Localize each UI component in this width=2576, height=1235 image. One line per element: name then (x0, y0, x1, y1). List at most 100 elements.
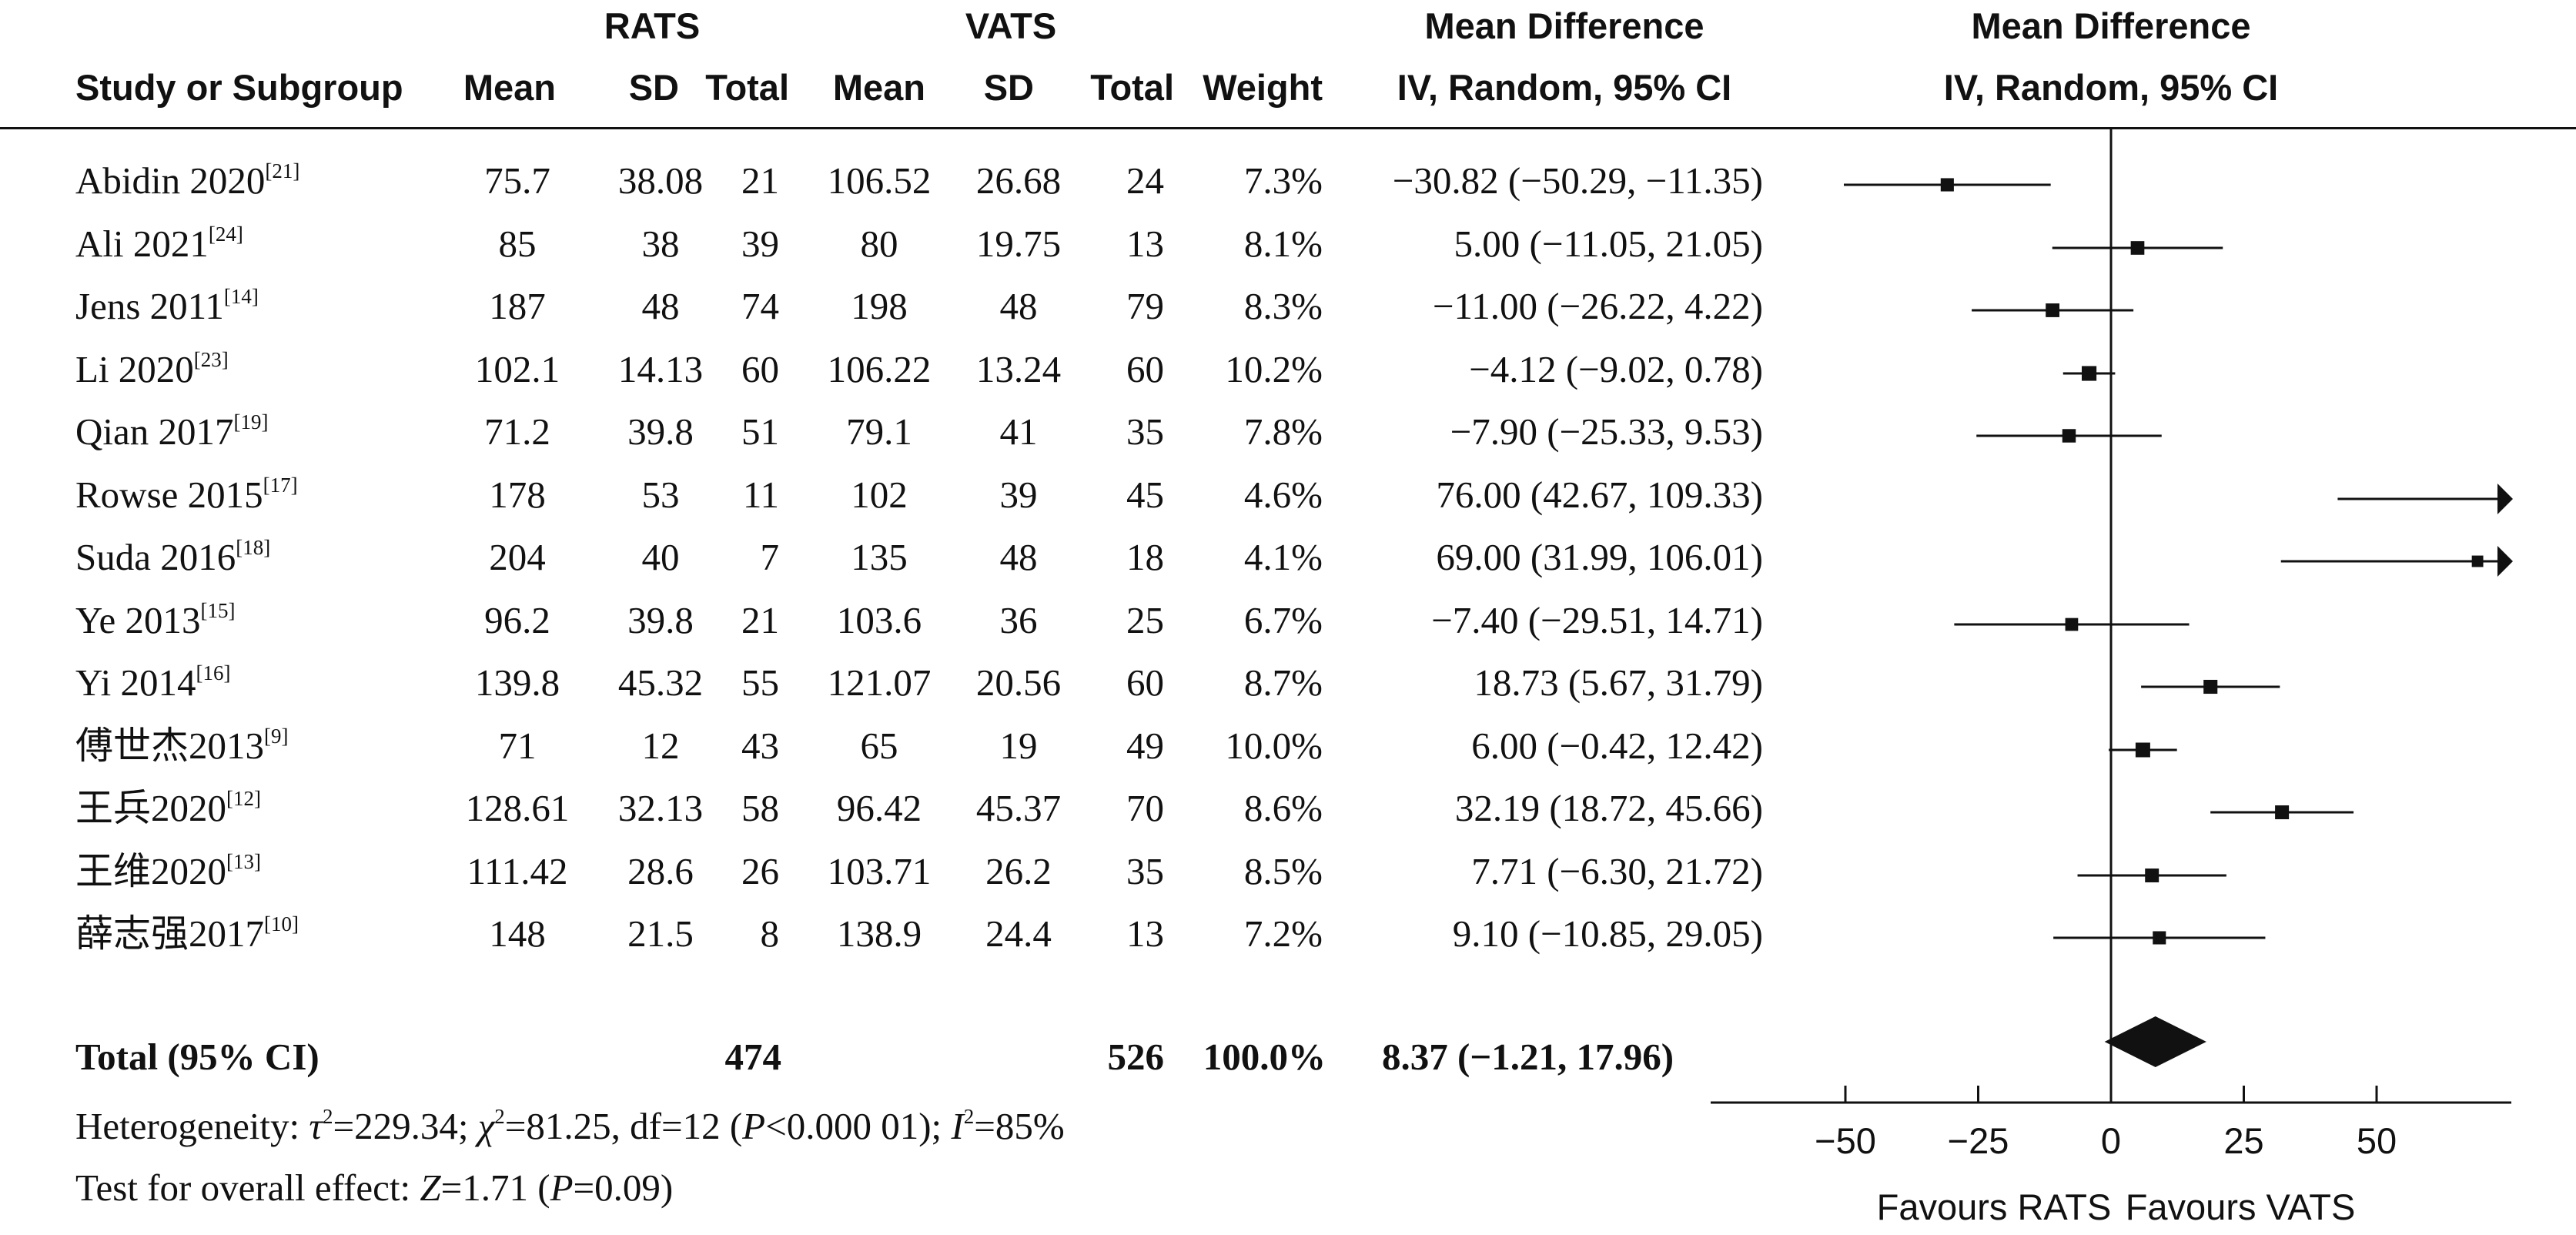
cell-study-name: Abidin 2020[21] (75, 161, 299, 200)
cell-total1: 58 (741, 787, 779, 829)
cell-sd2: 19 (999, 725, 1038, 767)
cell-sd2: 20.56 (975, 661, 1062, 704)
study-reference: [16] (196, 661, 231, 684)
cell-weight: 7.2% (1243, 912, 1323, 955)
cell-mean1: 187 (489, 285, 546, 327)
cell-mean2: 106.52 (827, 159, 932, 202)
ci-arrow (2497, 546, 2513, 577)
x-tick-label: −50 (1815, 1120, 1876, 1161)
study-reference: [19] (233, 410, 269, 433)
cell-ci-text: 5.00 (−11.05, 21.05) (1454, 223, 1763, 265)
cell-study-name: 王兵2020[12] (75, 788, 261, 828)
cell-study-name: 傅世杰2013[9] (75, 725, 289, 765)
cell-weight: 10.0% (1225, 725, 1323, 767)
point-estimate-square (2145, 869, 2159, 882)
cell-sd1: 40 (641, 536, 680, 578)
cell-study-name: 薛志强2017[10] (75, 912, 299, 955)
effect-title-left: Mean Difference (1424, 5, 1705, 46)
cell-sd2: 36 (999, 599, 1038, 641)
cell-sd2: 26.68 (975, 159, 1062, 202)
col-header-mean2: Mean (832, 67, 925, 108)
cell-mean2: 103.6 (836, 599, 922, 641)
total-n2: 526 (1107, 1036, 1165, 1078)
cell-mean1: 111.42 (467, 850, 568, 892)
study-name: Li 2020 (75, 348, 194, 390)
cell-mean2: 135 (851, 536, 908, 578)
cell-mean1: 75.7 (484, 159, 550, 202)
cell-weight: 8.6% (1243, 787, 1323, 829)
point-estimate-square (2471, 555, 2484, 567)
cell-mean2: 138.9 (836, 912, 922, 955)
cell-sd1: 12 (641, 725, 680, 767)
cell-total1: 39 (741, 223, 779, 265)
cell-ci-text: 69.00 (31.99, 106.01) (1436, 536, 1763, 578)
col-header-total1: Total (705, 67, 789, 108)
cell-mean1: 139.8 (474, 661, 560, 704)
cell-study-name: Jens 2011[14] (75, 285, 259, 327)
ci-arrow (2497, 484, 2513, 514)
point-estimate-square (2203, 679, 2218, 694)
total-ci-text: 8.37 (−1.21, 17.96) (1382, 1036, 1674, 1078)
study-name: Yi 2014 (75, 661, 196, 704)
cell-ci-text: −11.00 (−26.22, 4.22) (1432, 285, 1763, 327)
study-name: 薛志强2017 (75, 912, 265, 955)
cell-sd2: 24.4 (985, 912, 1052, 955)
cell-mean1: 204 (489, 536, 546, 578)
study-reference: [24] (208, 223, 243, 246)
cell-total2: 49 (1126, 725, 1164, 767)
cell-weight: 4.1% (1243, 536, 1323, 578)
cell-mean1: 128.61 (465, 787, 570, 829)
cell-weight: 8.7% (1243, 661, 1323, 704)
cell-sd1: 53 (641, 474, 680, 516)
effect-title-right: Mean Difference (1971, 5, 2251, 46)
cell-ci-text: 76.00 (42.67, 109.33) (1436, 474, 1763, 516)
group2-header: VATS (965, 5, 1057, 46)
study-name: Rowse 2015 (75, 474, 263, 516)
study-reference: [9] (264, 725, 289, 748)
cell-weight: 8.3% (1243, 285, 1323, 327)
study-name: Ali 2021 (75, 223, 209, 265)
cell-mean2: 103.71 (827, 850, 932, 892)
cell-total1: 51 (741, 410, 779, 453)
cell-sd1: 48 (641, 285, 680, 327)
cell-weight: 4.6% (1243, 474, 1323, 516)
study-reference: [18] (236, 536, 271, 559)
point-estimate-square (2130, 241, 2145, 255)
cell-ci-text: 32.19 (18.72, 45.66) (1454, 787, 1763, 829)
point-estimate-square (2065, 618, 2079, 631)
cell-sd2: 48 (999, 536, 1038, 578)
cell-total1: 8 (760, 912, 780, 955)
cell-total1: 60 (741, 348, 779, 390)
cell-study-name: Li 2020[23] (75, 348, 229, 390)
cell-sd1: 38 (641, 223, 680, 265)
col-header-mean1: Mean (463, 67, 556, 108)
cell-mean2: 198 (851, 285, 908, 327)
cell-sd1: 39.8 (627, 599, 694, 641)
cell-study-name: 王维2020[13] (75, 852, 261, 891)
cell-mean2: 96.42 (836, 787, 922, 829)
study-name: Jens 2011 (75, 285, 224, 327)
cell-total1: 74 (741, 285, 779, 327)
point-estimate-square (2153, 931, 2166, 945)
point-estimate-square (2046, 303, 2060, 317)
cell-study-name: Rowse 2015[17] (75, 474, 298, 516)
cell-ci-text: −4.12 (−9.02, 0.78) (1469, 348, 1763, 390)
cell-weight: 7.8% (1243, 410, 1323, 453)
cell-sd2: 48 (999, 285, 1038, 327)
cell-total2: 18 (1126, 536, 1164, 578)
cell-mean2: 121.07 (827, 661, 932, 704)
cell-mean2: 102 (851, 474, 908, 516)
study-reference: [23] (193, 348, 229, 371)
cell-mean1: 96.2 (484, 599, 550, 641)
cell-mean1: 148 (489, 912, 546, 955)
x-tick-label: 25 (2223, 1120, 2263, 1161)
cell-total1: 43 (741, 725, 779, 767)
group1-header: RATS (604, 5, 701, 46)
total-label: Total (95% CI) (75, 1036, 319, 1078)
cell-mean1: 102.1 (474, 348, 560, 390)
point-estimate-square (2082, 366, 2097, 381)
cell-study-name: Yi 2014[16] (75, 661, 231, 704)
cell-sd1: 39.8 (627, 410, 694, 453)
